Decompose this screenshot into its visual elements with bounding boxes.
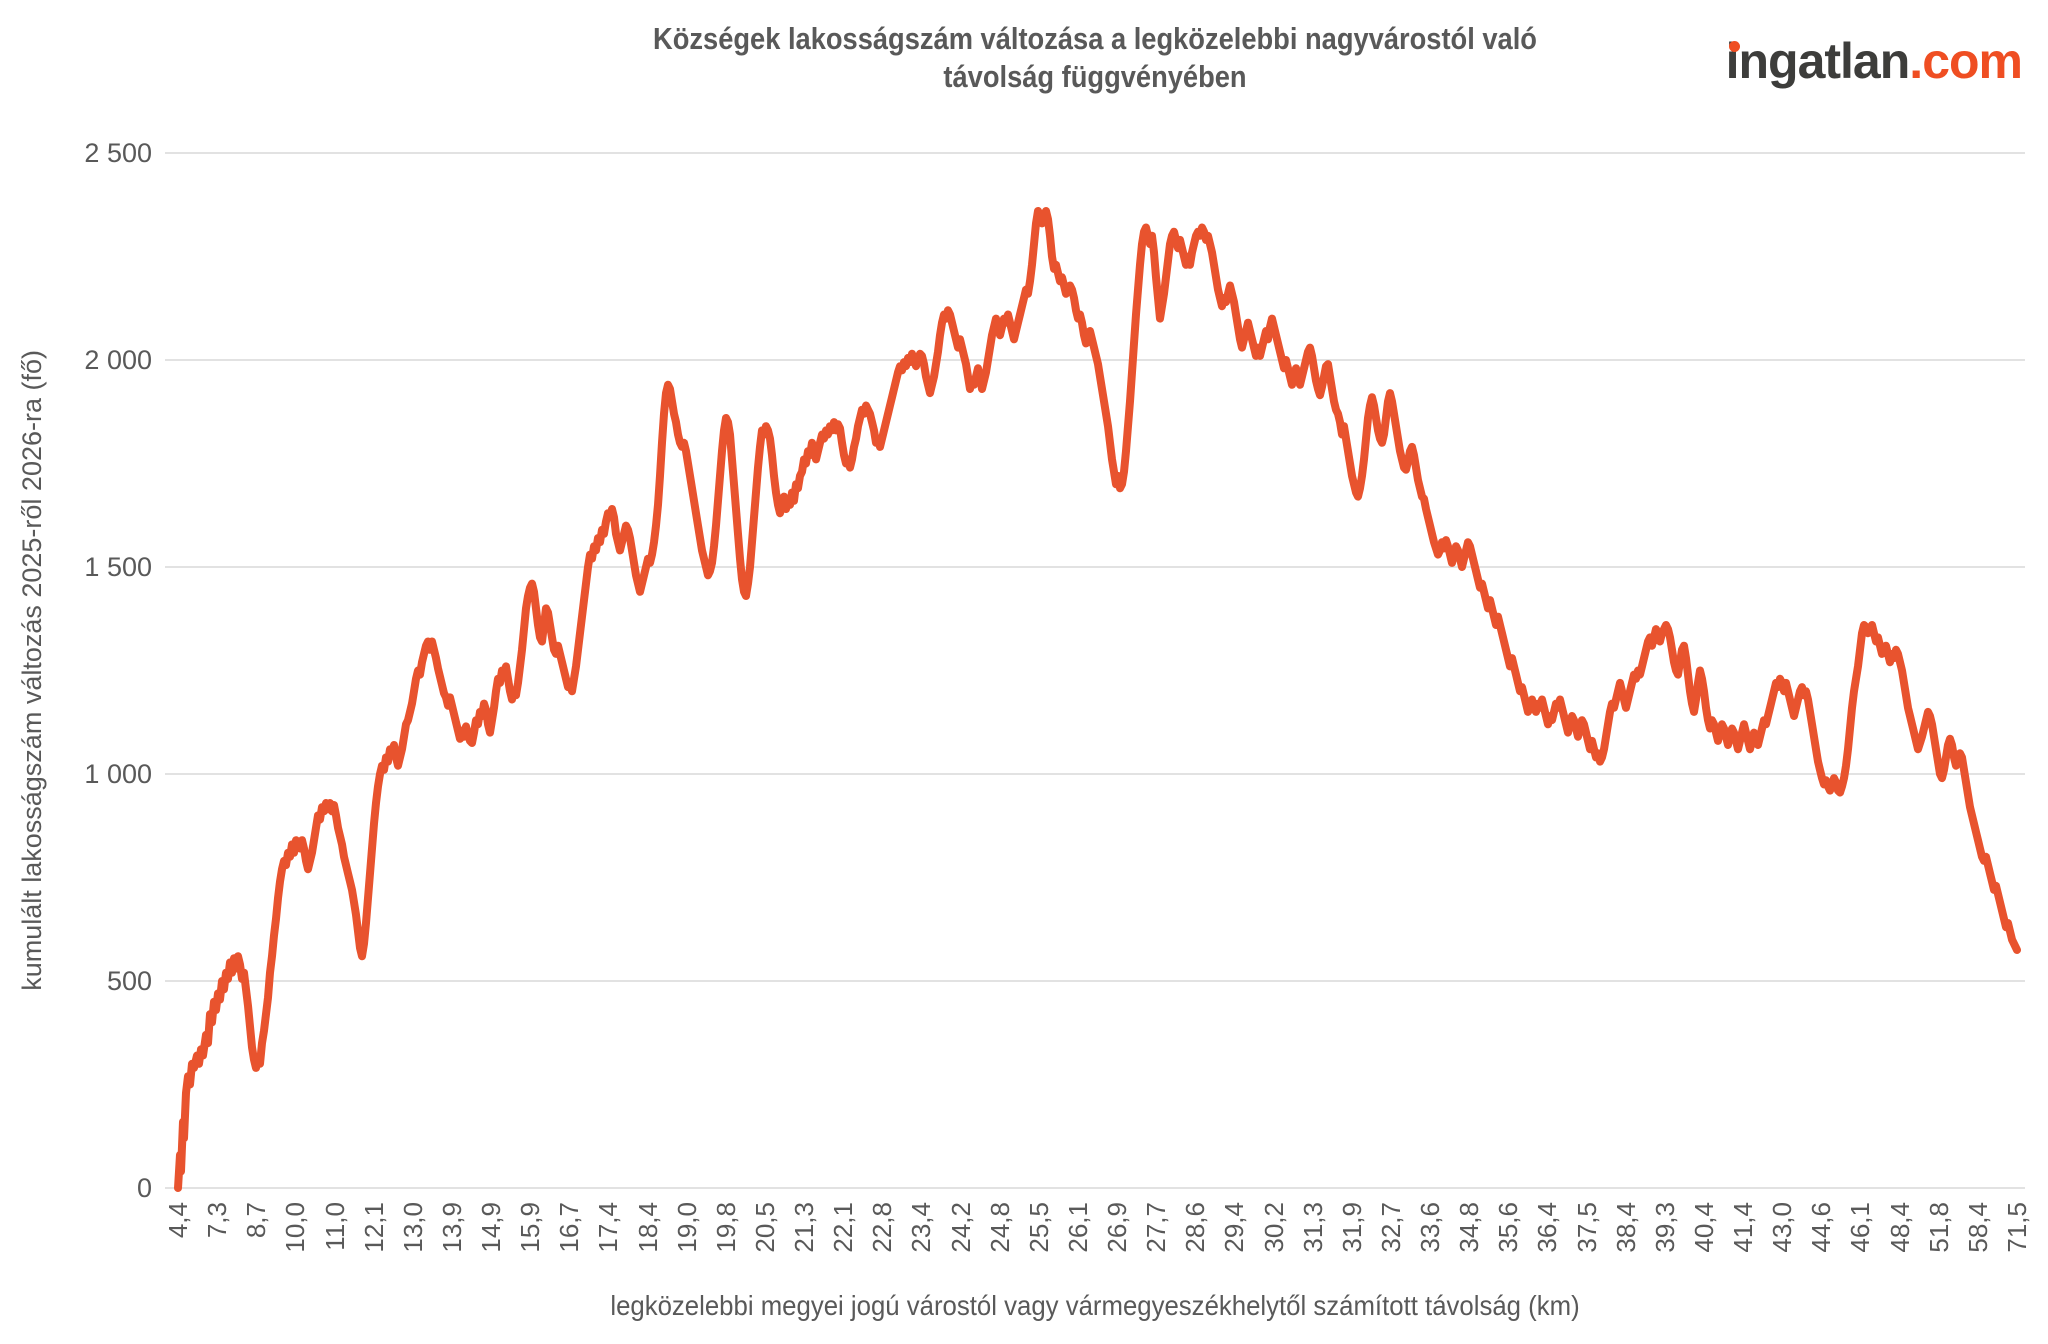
x-tick-label: 29,4 (1219, 1202, 1250, 1253)
x-tick-label: 8,7 (241, 1202, 272, 1239)
x-tick-label: 12,1 (358, 1202, 389, 1253)
ingatlan-logo: ingatlan .com (1725, 33, 2023, 89)
x-tick-label: 16,7 (554, 1202, 585, 1253)
chart-title-line2: távolság függvényében (943, 59, 1247, 94)
logo-i-dot-icon (1728, 41, 1740, 52)
x-tick-label: 48,4 (1884, 1202, 1915, 1253)
x-tick-label: 19,8 (710, 1202, 741, 1253)
data-line (174, 207, 2021, 1192)
x-tick-label: 34,8 (1454, 1202, 1485, 1253)
chart-title: Községek lakosságszám változása a legköz… (277, 20, 1914, 96)
x-tick-label: 31,3 (1297, 1202, 1328, 1253)
y-tick-label: 1 000 (84, 759, 152, 789)
x-tick-label: 13,0 (397, 1202, 428, 1253)
x-tick-label: 4,4 (163, 1202, 193, 1239)
x-tick-label: 22,8 (867, 1202, 898, 1253)
x-axis-title: legközelebbi megyei jogú várostól vagy v… (610, 1290, 1580, 1321)
chart-title-line1: Községek lakosságszám változása a legköz… (653, 21, 1537, 56)
x-tick-label: 15,9 (515, 1202, 546, 1253)
x-tick-label: 25,5 (1023, 1202, 1054, 1253)
gridlines (165, 152, 2025, 1189)
x-tick-label: 7,3 (202, 1202, 233, 1239)
x-tick-label: 21,3 (789, 1202, 820, 1253)
x-tick-label: 28,6 (1180, 1202, 1211, 1253)
logo-text-orange: .com (1909, 33, 2023, 89)
x-tick-label: 43,0 (1767, 1202, 1798, 1253)
x-tick-label: 10,0 (280, 1202, 311, 1253)
x-tick-label: 18,4 (632, 1202, 663, 1253)
x-tick-label: 36,4 (1532, 1202, 1563, 1253)
x-tick-label: 58,4 (1962, 1202, 1993, 1253)
x-tick-label: 20,5 (749, 1202, 780, 1253)
x-tick-label: 22,1 (828, 1202, 859, 1253)
x-tick-label: 33,6 (1415, 1202, 1446, 1253)
x-tick-label: 30,2 (1258, 1202, 1289, 1253)
x-tick-label: 14,9 (476, 1202, 507, 1253)
x-tick-label: 24,2 (945, 1202, 976, 1253)
y-tick-label: 2 000 (84, 345, 152, 375)
x-tick-label: 19,0 (671, 1202, 702, 1253)
x-tick-label: 37,5 (1571, 1202, 1602, 1253)
logo-text-dark: ingatlan (1725, 33, 1911, 89)
x-tick-label: 17,4 (593, 1202, 624, 1253)
x-tick-label: 39,3 (1649, 1202, 1680, 1253)
y-tick-label: 500 (106, 966, 152, 996)
x-tick-label: 51,8 (1923, 1202, 1954, 1253)
y-tick-label: 0 (136, 1173, 152, 1203)
x-tick-label: 23,4 (906, 1202, 937, 1253)
x-tick-label: 38,4 (1610, 1202, 1641, 1253)
x-tick-label: 35,6 (1493, 1202, 1524, 1253)
x-tick-label: 26,1 (1062, 1202, 1093, 1253)
y-tick-label: 1 500 (84, 552, 152, 582)
x-tick-label: 26,9 (1102, 1202, 1133, 1253)
x-tick-label: 32,7 (1375, 1202, 1406, 1253)
x-tick-label: 27,7 (1141, 1202, 1172, 1253)
x-tick-label: 11,0 (319, 1202, 350, 1251)
y-tick-label: 2 500 (84, 138, 152, 168)
x-tick-label: 46,1 (1845, 1202, 1876, 1253)
x-tick-label: 44,6 (1806, 1202, 1837, 1253)
x-tick-label: 13,9 (436, 1202, 467, 1253)
x-tick-label: 41,4 (1728, 1202, 1759, 1253)
x-tick-label: 24,8 (984, 1202, 1015, 1253)
x-tick-label: 31,9 (1336, 1202, 1367, 1253)
x-tick-label: 71,5 (2002, 1202, 2032, 1253)
y-axis-title: kumulált lakosságszám változás 2025-ről … (16, 350, 47, 991)
x-tick-label: 40,4 (1688, 1202, 1719, 1253)
